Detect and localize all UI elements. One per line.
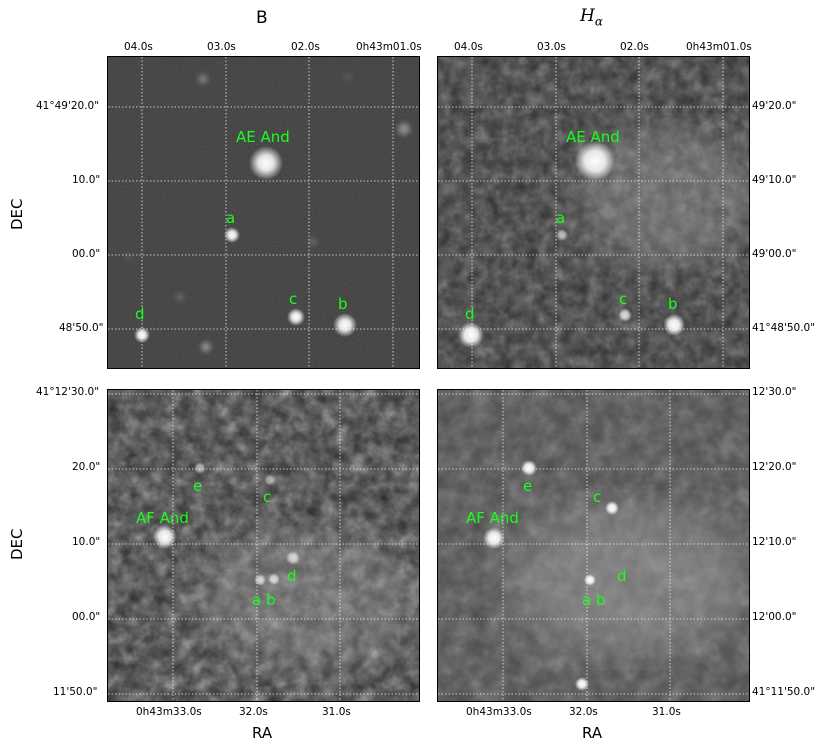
image-panel-b-ae-and: AE And a b c d: [107, 56, 420, 369]
dec-tick-bottom-right: 12'10.0": [752, 536, 797, 548]
ra-axis-label-right: RA: [582, 724, 603, 742]
star-b: [268, 573, 280, 585]
label-a: a: [226, 209, 235, 227]
star-e: [194, 462, 206, 474]
label-b: b: [596, 591, 606, 609]
star-a: [224, 227, 240, 243]
star-d: [286, 551, 300, 565]
star-a: [254, 574, 266, 586]
star-ae-and: [575, 141, 615, 181]
diffuse-glow: [198, 530, 418, 670]
star-c: [287, 308, 305, 326]
sky-noise: [108, 57, 419, 368]
coordinate-grid: [108, 57, 419, 368]
star-c: [264, 474, 276, 486]
coordinate-grid: [108, 390, 419, 701]
ra-tick-top-right: 03.0s: [537, 41, 566, 53]
dec-tick-bottom-right: 12'30.0": [752, 386, 797, 398]
ra-tick-bottom-right: 31.0s: [652, 706, 681, 718]
label-d: d: [135, 305, 145, 323]
label-c: c: [263, 488, 271, 506]
star-af-and: [153, 525, 177, 549]
star-af-and: [483, 527, 505, 549]
label-e: e: [193, 477, 202, 495]
dec-axis-label-top: DEC: [8, 198, 26, 230]
label-b: b: [266, 591, 276, 609]
panel-title-halpha: Hα: [580, 6, 603, 28]
star-c: [605, 501, 619, 515]
dec-tick-top-right: 49'00.0": [752, 248, 797, 260]
star-a: [584, 574, 596, 586]
ra-tick-top-left: 02.0s: [291, 41, 320, 53]
dec-tick-bottom-left: 11'50.0": [53, 686, 98, 698]
ra-tick-top-right: 0h43m01.0s: [686, 41, 752, 53]
dec-tick-top-right: 49'20.0": [752, 100, 797, 112]
label-ae-and: AE And: [566, 128, 620, 146]
halpha-base: H: [580, 6, 595, 26]
dec-tick-bottom-right: 12'20.0": [752, 461, 797, 473]
star-bottom: [575, 677, 589, 691]
star-a: [556, 229, 568, 241]
ra-tick-top-right: 02.0s: [620, 41, 649, 53]
dec-tick-top-left: 48'50.0": [59, 322, 104, 334]
label-b: b: [668, 295, 678, 313]
label-a: a: [582, 591, 591, 609]
star-e: [521, 460, 537, 476]
dec-axis-label-bottom: DEC: [8, 528, 26, 560]
label-d: d: [465, 305, 475, 323]
halpha-sub: α: [594, 14, 603, 29]
star-b: [663, 314, 685, 336]
ra-tick-bottom-left: 31.0s: [322, 706, 351, 718]
diffuse-glow: [578, 127, 749, 267]
label-af-and: AF And: [466, 509, 519, 527]
ra-tick-bottom-left: 0h43m33.0s: [136, 706, 202, 718]
star-c: [618, 308, 632, 322]
dec-tick-bottom-right: 12'00.0": [752, 611, 797, 623]
dec-tick-top-right: 49'10.0": [752, 174, 797, 186]
label-ae-and: AE And: [236, 128, 290, 146]
panel-title-b: B: [256, 8, 268, 28]
star-d: [458, 322, 484, 348]
ra-tick-bottom-right: 32.0s: [569, 706, 598, 718]
image-panel-halpha-af-and: AF And e c d a b: [437, 389, 750, 702]
label-c: c: [619, 290, 627, 308]
dec-tick-bottom-left: 00.0": [72, 611, 101, 623]
ra-tick-top-left: 03.0s: [207, 41, 236, 53]
dec-tick-top-right: 41°48'50.0": [752, 322, 816, 334]
dec-tick-bottom-right: 41°11'50.0": [752, 686, 816, 698]
label-e: e: [523, 477, 532, 495]
ra-tick-bottom-left: 32.0s: [239, 706, 268, 718]
label-a: a: [556, 209, 565, 227]
ra-tick-bottom-right: 0h43m33.0s: [466, 706, 532, 718]
label-d: d: [617, 567, 627, 585]
dec-tick-bottom-left: 41°12'30.0": [36, 386, 100, 398]
dec-tick-top-left: 00.0": [72, 248, 101, 260]
label-c: c: [289, 290, 297, 308]
label-a: a: [252, 591, 261, 609]
dec-tick-bottom-left: 20.0": [72, 461, 101, 473]
ra-tick-top-right: 04.0s: [454, 41, 483, 53]
label-af-and: AF And: [136, 509, 189, 527]
label-d: d: [287, 567, 297, 585]
ra-axis-label-left: RA: [252, 724, 273, 742]
star-b: [333, 313, 357, 337]
diffuse-glow: [508, 505, 748, 655]
ra-tick-top-left: 04.0s: [124, 41, 153, 53]
coordinate-grid: [438, 390, 749, 701]
dec-tick-top-left: 41°49'20.0": [36, 100, 100, 112]
label-c: c: [593, 488, 601, 506]
dec-tick-top-left: 10.0": [72, 174, 101, 186]
image-panel-halpha-ae-and: AE And a b c d: [437, 56, 750, 369]
star-ae-and: [249, 146, 283, 180]
ra-tick-top-left: 0h43m01.0s: [356, 41, 422, 53]
label-b: b: [338, 295, 348, 313]
dec-tick-bottom-left: 10.0": [72, 536, 101, 548]
image-panel-b-af-and: AF And e c d a b: [107, 389, 420, 702]
coordinate-grid: [438, 57, 749, 368]
